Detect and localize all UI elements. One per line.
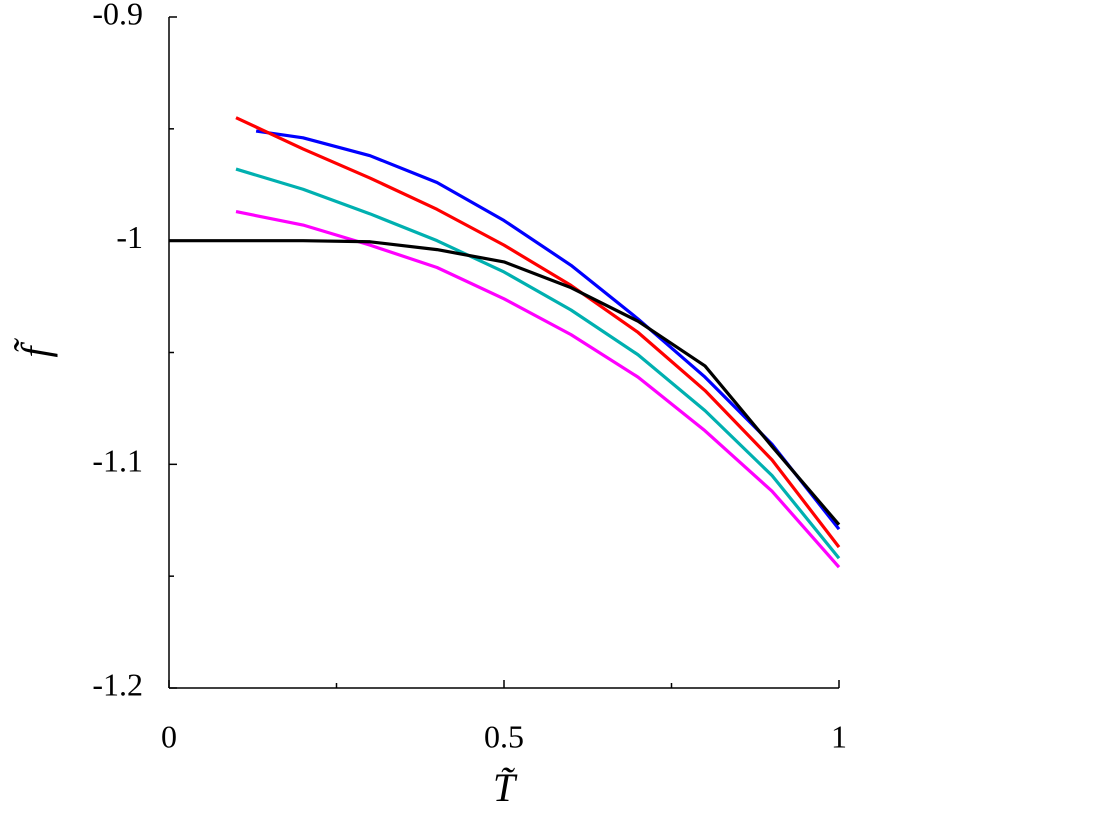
x-tick-label: 1 <box>831 718 847 754</box>
y-tick-label: -1.1 <box>92 443 143 479</box>
y-tick-label: -0.9 <box>92 0 143 31</box>
line-series <box>235 116 841 549</box>
x-tick-label: 0.5 <box>484 718 524 754</box>
line-series <box>235 210 841 569</box>
y-tick-label: -1 <box>116 219 143 255</box>
x-axis-label: T̃ <box>493 765 518 810</box>
x-tick-label: 0 <box>161 718 177 754</box>
line-series <box>169 239 841 526</box>
line-series <box>255 129 841 531</box>
y-axis-label: f̃ <box>13 338 58 358</box>
y-tick-label: -1.2 <box>92 666 143 702</box>
line-series <box>235 167 841 560</box>
